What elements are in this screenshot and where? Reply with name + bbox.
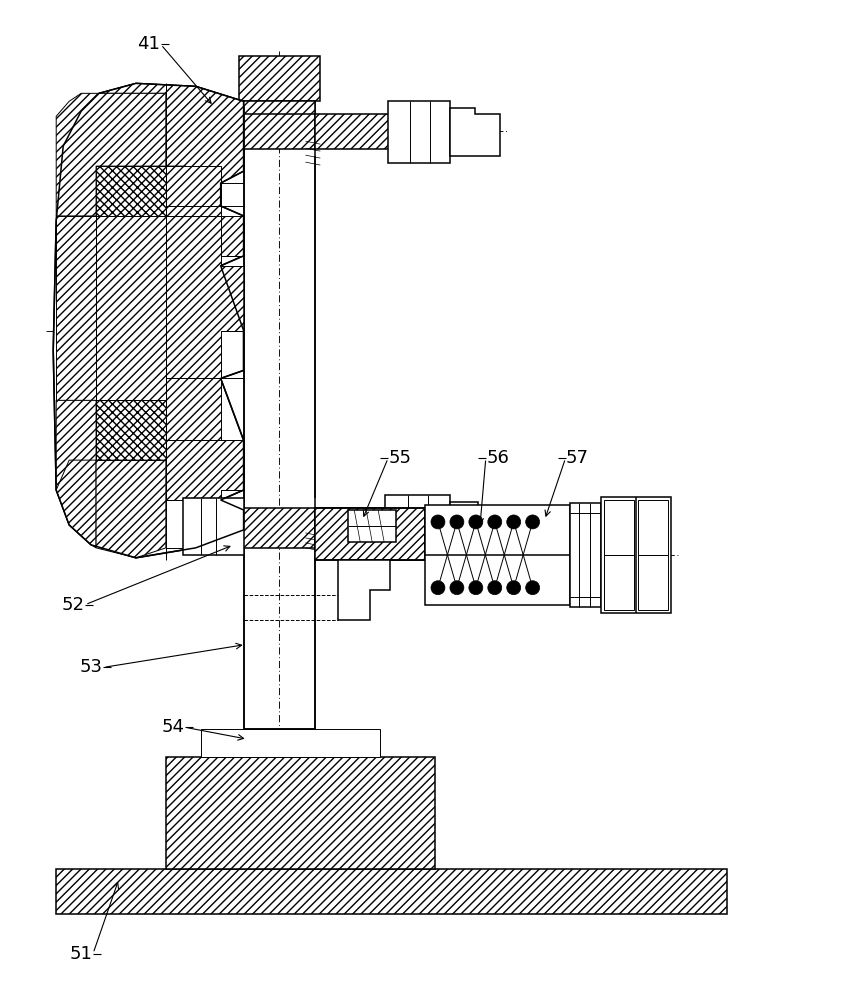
Circle shape: [488, 515, 502, 529]
Polygon shape: [56, 93, 166, 216]
Bar: [638, 500, 668, 555]
Polygon shape: [166, 757, 435, 869]
Text: 53: 53: [79, 658, 102, 676]
Polygon shape: [96, 400, 166, 460]
Polygon shape: [166, 216, 244, 378]
Circle shape: [507, 581, 521, 595]
Circle shape: [450, 581, 463, 595]
Bar: [348, 510, 396, 542]
Polygon shape: [56, 869, 727, 914]
Polygon shape: [338, 560, 390, 620]
Polygon shape: [53, 83, 244, 558]
Circle shape: [488, 581, 502, 595]
Circle shape: [507, 515, 521, 529]
Bar: [239, 56, 320, 101]
Bar: [425, 505, 569, 605]
Polygon shape: [450, 502, 502, 553]
Bar: [239, 508, 315, 548]
Polygon shape: [56, 400, 96, 490]
Polygon shape: [166, 440, 244, 500]
Polygon shape: [183, 107, 244, 156]
Polygon shape: [56, 216, 96, 400]
Polygon shape: [183, 498, 244, 555]
Bar: [638, 555, 668, 610]
Text: 41: 41: [137, 35, 160, 53]
Text: 52: 52: [61, 596, 84, 614]
Polygon shape: [201, 729, 380, 757]
Bar: [604, 555, 635, 610]
Polygon shape: [96, 216, 166, 400]
Text: 51: 51: [70, 945, 93, 963]
Polygon shape: [385, 495, 450, 560]
Bar: [602, 497, 671, 613]
Polygon shape: [389, 101, 450, 163]
Bar: [569, 503, 602, 607]
Circle shape: [469, 581, 483, 595]
Bar: [604, 500, 635, 555]
Bar: [315, 508, 425, 560]
Text: 57: 57: [566, 449, 589, 467]
Circle shape: [526, 581, 539, 595]
Text: 54: 54: [161, 718, 184, 736]
Bar: [239, 101, 315, 131]
Polygon shape: [166, 378, 221, 440]
Polygon shape: [166, 206, 244, 256]
Text: 55: 55: [389, 449, 412, 467]
Polygon shape: [99, 83, 244, 183]
Polygon shape: [450, 108, 500, 156]
Circle shape: [469, 515, 483, 529]
Polygon shape: [96, 166, 166, 216]
Circle shape: [431, 515, 445, 529]
Polygon shape: [166, 166, 221, 206]
Bar: [315, 114, 400, 149]
Circle shape: [450, 515, 463, 529]
Circle shape: [431, 581, 445, 595]
Circle shape: [526, 515, 539, 529]
Bar: [239, 114, 315, 149]
Polygon shape: [96, 460, 166, 558]
Text: 56: 56: [486, 449, 509, 467]
Polygon shape: [56, 460, 96, 548]
Bar: [315, 508, 395, 548]
